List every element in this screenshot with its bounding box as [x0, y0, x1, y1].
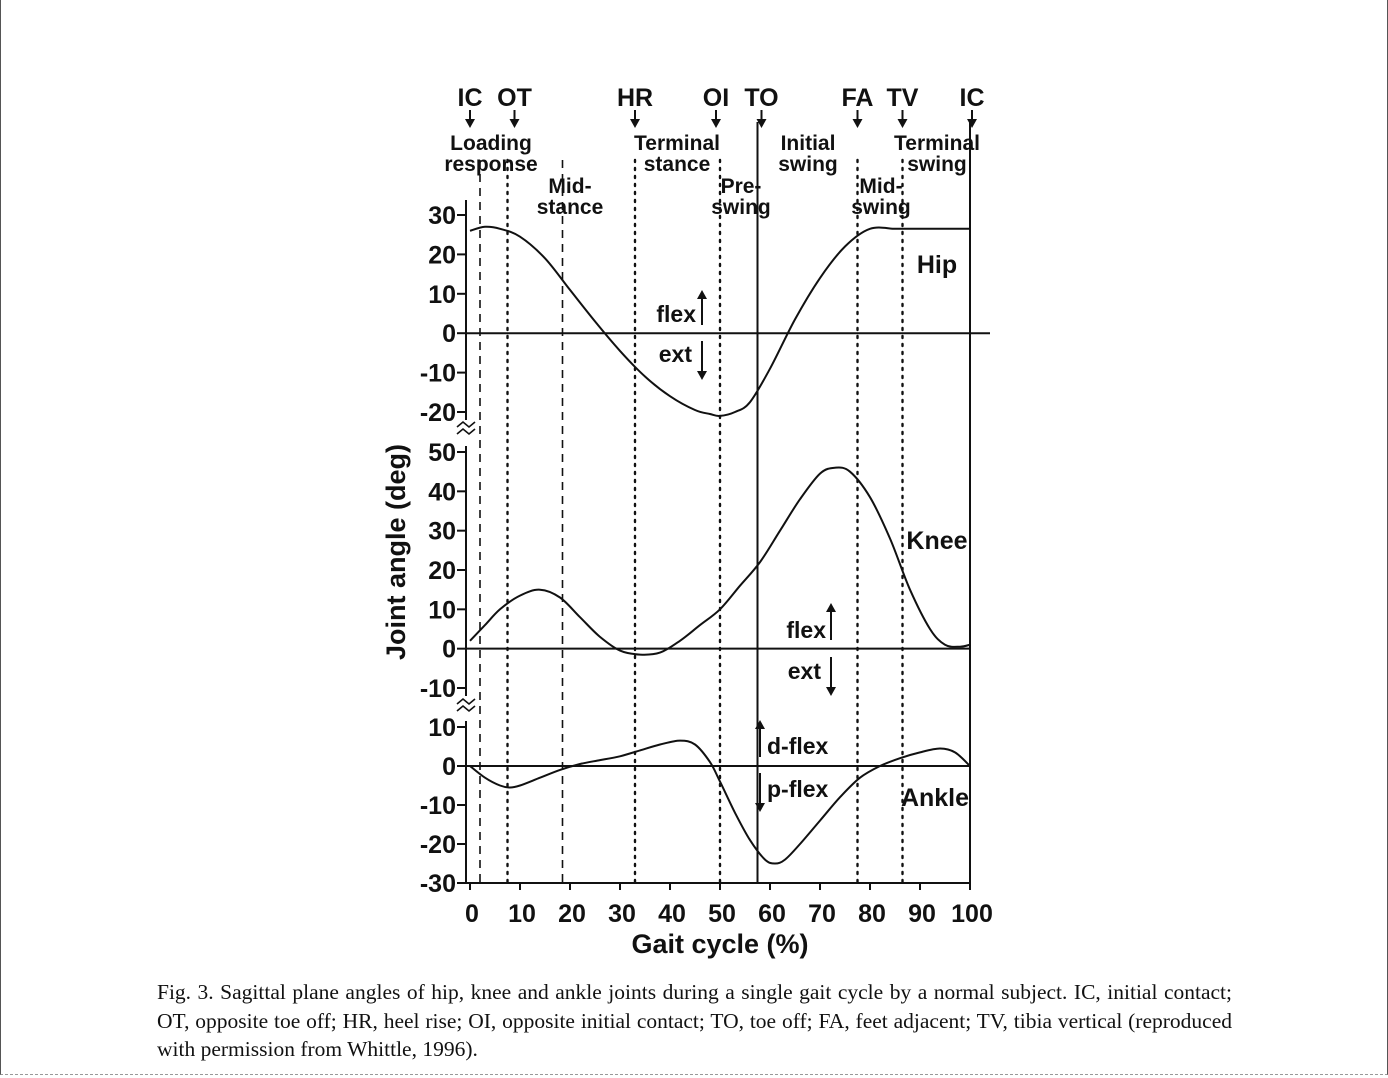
x-tick-label: 70	[808, 900, 836, 928]
direction-label: p-flex	[767, 776, 829, 802]
phase-label: Mid-	[548, 175, 591, 198]
x-tick-label: 40	[658, 900, 686, 928]
y-tick-label: 30	[428, 518, 456, 546]
y-axis-title: Joint angle (deg)	[381, 444, 411, 660]
x-tick-label: 100	[951, 900, 993, 928]
gait-figure: 30 20 10 0 -10 -20 50 40 30 20 10 0 -10 10 0 -10 -20 -30 0…	[381, 84, 993, 959]
event-label: TV	[887, 84, 919, 112]
x-tick-label: 90	[908, 900, 936, 928]
phase-label: Terminal	[894, 132, 980, 155]
y-tick-label: -20	[420, 399, 456, 427]
x-axis-title: Gait cycle (%)	[631, 929, 808, 959]
y-tick-label: 50	[428, 439, 456, 467]
y-tick-label: 30	[428, 202, 456, 230]
y-tick-label: 20	[428, 557, 456, 585]
x-tick-label: 80	[858, 900, 886, 928]
axis-break-mark	[456, 704, 476, 713]
event-arrowhead	[852, 119, 863, 128]
hip-curve	[469, 225, 970, 417]
y-tick-label: 0	[442, 753, 456, 781]
axis-break-mark	[456, 697, 476, 706]
phase-label: swing	[778, 153, 838, 176]
x-tick-label: 50	[708, 900, 736, 928]
event-arrowhead	[711, 119, 721, 128]
figure-caption: Fig. 3. Sagittal plane angles of hip, kn…	[157, 980, 1232, 1061]
direction-arrowhead	[755, 803, 765, 812]
phase-label: Pre-	[721, 175, 762, 198]
direction-arrowhead	[826, 687, 836, 696]
gait-chart: 3020100-10-2050403020100-10100-10-20-300…	[381, 84, 993, 959]
phase-label: swing	[851, 196, 911, 219]
direction-label: flex	[656, 301, 696, 327]
event-arrowhead	[756, 119, 767, 128]
direction-arrowhead	[697, 290, 707, 299]
phase-label: Terminal	[634, 132, 720, 155]
event-label: IC	[458, 84, 483, 112]
event-arrowhead	[465, 119, 475, 128]
direction-arrowhead	[755, 720, 765, 729]
phase-label: response	[444, 153, 537, 176]
phase-label: swing	[711, 196, 771, 219]
phase-label: swing	[907, 153, 967, 176]
y-tick-label: -30	[420, 870, 456, 898]
knee-curve	[469, 466, 971, 656]
axis-break-mark	[456, 420, 476, 429]
event-label: TO	[744, 84, 778, 112]
y-tick-label: -10	[420, 360, 456, 388]
y-tick-label: -20	[420, 831, 456, 859]
event-arrowhead	[630, 119, 640, 128]
y-tick-label: -10	[420, 792, 456, 820]
phase-label: stance	[644, 153, 711, 176]
y-tick-label: -10	[420, 675, 456, 703]
x-tick-label: 10	[508, 900, 536, 928]
event-label: IC	[960, 84, 985, 112]
x-tick-label: 60	[758, 900, 786, 928]
y-tick-label: 20	[428, 241, 456, 269]
y-tick-label: 40	[428, 478, 456, 506]
phase-label: Initial	[781, 132, 836, 155]
event-label: OI	[703, 84, 729, 112]
knee-label: Knee	[906, 527, 967, 555]
event-label: OT	[497, 84, 532, 112]
ankle-label: Ankle	[901, 784, 969, 812]
y-tick-label: 10	[428, 714, 456, 742]
x-tick-label: 0	[465, 900, 479, 928]
axis-break-mark	[456, 427, 476, 436]
direction-arrowhead	[826, 603, 836, 612]
direction-label: flex	[786, 617, 826, 643]
y-tick-label: 10	[428, 281, 456, 309]
event-label: HR	[617, 84, 653, 112]
direction-label: ext	[788, 658, 822, 684]
ankle-curve	[469, 739, 971, 865]
event-label: FA	[842, 84, 874, 112]
direction-arrowhead	[697, 371, 707, 380]
y-tick-label: 0	[442, 320, 456, 348]
event-arrowhead	[967, 119, 977, 128]
x-tick-label: 20	[558, 900, 586, 928]
hip-label: Hip	[917, 251, 957, 279]
phase-label: stance	[537, 196, 604, 219]
phase-label: Loading	[450, 132, 532, 155]
y-tick-label: 10	[428, 596, 456, 624]
x-tick-label: 30	[608, 900, 636, 928]
direction-label: d-flex	[767, 733, 829, 759]
direction-label: ext	[659, 341, 693, 367]
event-arrowhead	[897, 119, 908, 128]
event-arrowhead	[509, 119, 520, 128]
phase-label: Mid-	[859, 175, 902, 198]
y-tick-label: 0	[442, 636, 456, 664]
